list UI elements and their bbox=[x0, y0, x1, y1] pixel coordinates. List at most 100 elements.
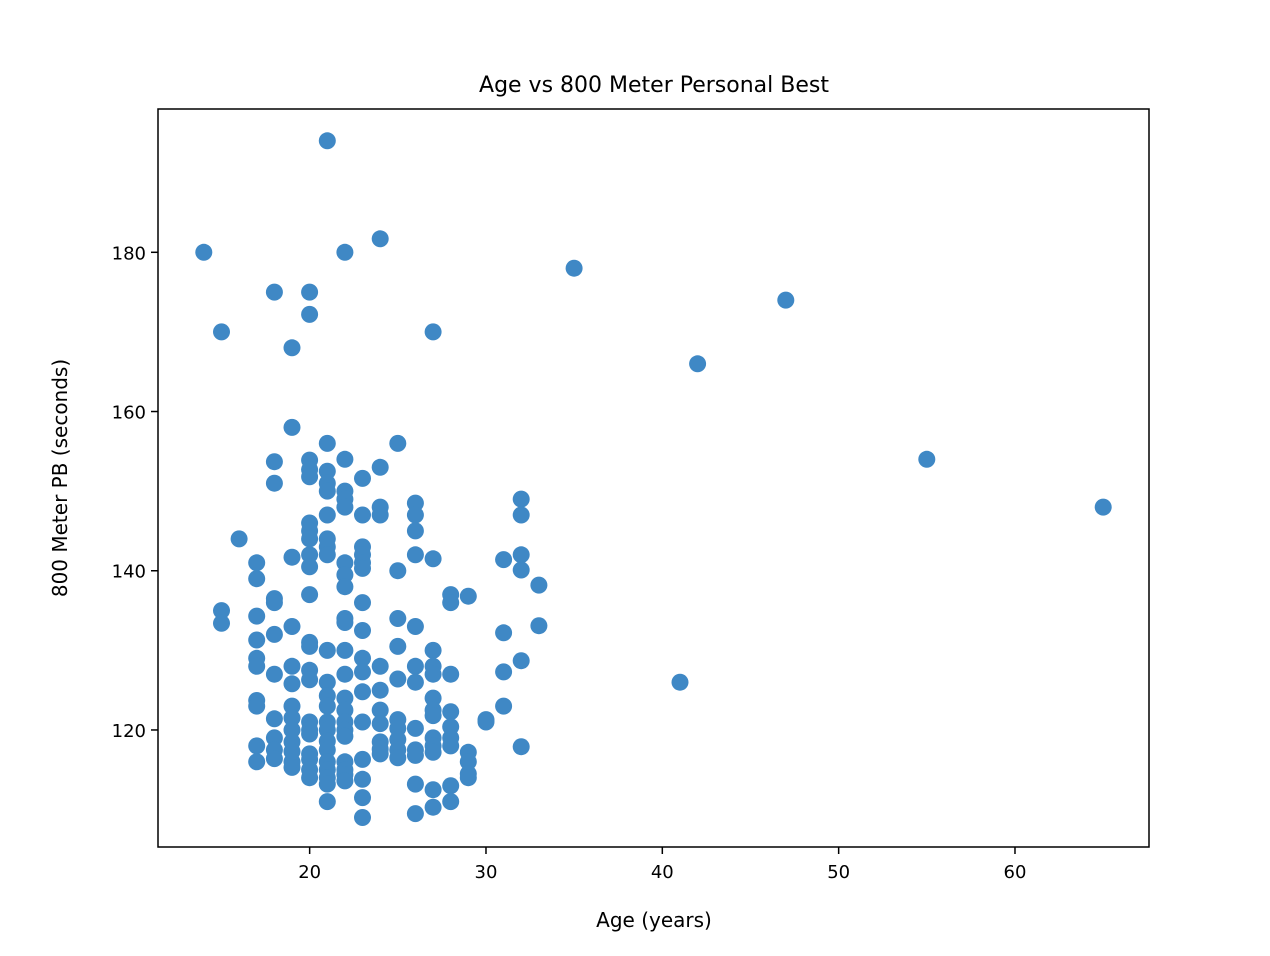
data-point bbox=[354, 469, 371, 487]
data-point bbox=[512, 738, 530, 756]
data-point bbox=[301, 546, 319, 564]
data-point bbox=[265, 665, 283, 683]
data-point bbox=[354, 809, 371, 826]
points-layer bbox=[195, 132, 1112, 826]
data-point bbox=[318, 793, 336, 811]
y-axis: 120 140 160 180 bbox=[112, 243, 158, 742]
chart-title: Age vs 800 Meter Personal Best bbox=[479, 73, 829, 98]
data-point bbox=[283, 721, 301, 739]
data-point bbox=[459, 753, 477, 771]
data-point bbox=[301, 769, 319, 787]
data-point bbox=[424, 550, 442, 568]
data-point bbox=[371, 715, 389, 733]
data-point bbox=[406, 775, 424, 793]
data-point bbox=[424, 781, 442, 799]
data-point bbox=[301, 468, 319, 486]
data-point bbox=[248, 607, 266, 625]
data-point bbox=[318, 697, 336, 715]
data-point bbox=[495, 551, 513, 569]
x-tick-label: 60 bbox=[1004, 862, 1027, 883]
data-point bbox=[512, 546, 530, 564]
data-point bbox=[354, 713, 371, 731]
plot-area-frame bbox=[157, 108, 1150, 848]
data-point bbox=[301, 586, 319, 604]
data-point bbox=[424, 641, 442, 659]
data-point bbox=[406, 522, 424, 540]
data-point bbox=[354, 663, 371, 681]
data-point bbox=[336, 665, 354, 683]
data-point bbox=[495, 697, 513, 715]
data-point bbox=[318, 482, 336, 500]
data-point bbox=[283, 339, 301, 357]
data-point bbox=[371, 458, 389, 476]
data-point bbox=[230, 530, 248, 548]
data-point bbox=[213, 614, 230, 632]
data-point bbox=[283, 618, 301, 635]
data-point bbox=[495, 624, 513, 642]
data-point bbox=[336, 243, 354, 261]
data-point bbox=[565, 259, 583, 277]
data-point bbox=[248, 657, 266, 675]
data-point bbox=[442, 737, 460, 755]
y-tick-label: 160 bbox=[112, 403, 146, 424]
data-point bbox=[336, 578, 354, 596]
data-point bbox=[195, 243, 213, 261]
data-point bbox=[213, 323, 230, 341]
data-point bbox=[424, 707, 442, 725]
data-point bbox=[318, 673, 336, 691]
x-tick-label: 20 bbox=[298, 862, 321, 883]
data-point bbox=[318, 462, 336, 480]
data-point bbox=[671, 673, 689, 691]
data-point bbox=[265, 594, 283, 612]
data-point bbox=[406, 657, 424, 675]
data-point bbox=[530, 617, 548, 635]
data-point bbox=[265, 625, 283, 643]
data-point bbox=[248, 737, 266, 755]
data-point bbox=[389, 637, 407, 655]
data-point bbox=[371, 701, 389, 719]
data-point bbox=[265, 750, 283, 768]
data-point bbox=[406, 805, 424, 823]
data-point bbox=[424, 665, 442, 683]
data-point bbox=[512, 652, 530, 670]
data-point bbox=[283, 709, 301, 727]
data-point bbox=[318, 434, 336, 452]
data-point bbox=[265, 453, 283, 471]
data-point bbox=[777, 291, 795, 309]
data-point bbox=[336, 772, 354, 790]
data-point bbox=[512, 490, 530, 508]
data-point bbox=[406, 506, 424, 524]
data-point bbox=[301, 530, 319, 548]
data-point bbox=[283, 657, 301, 675]
x-tick-label: 50 bbox=[827, 862, 850, 883]
data-point bbox=[689, 355, 707, 373]
data-point bbox=[336, 727, 354, 745]
data-point bbox=[301, 725, 319, 743]
data-point bbox=[354, 594, 371, 612]
data-point bbox=[318, 132, 336, 150]
data-point bbox=[354, 789, 371, 807]
data-point bbox=[406, 618, 424, 635]
data-point bbox=[301, 305, 319, 323]
x-tick-label: 30 bbox=[475, 862, 498, 883]
data-point bbox=[389, 434, 407, 452]
data-point bbox=[336, 554, 354, 572]
data-point bbox=[530, 576, 548, 594]
data-point bbox=[318, 506, 336, 524]
data-point bbox=[389, 670, 407, 688]
y-tick-label: 180 bbox=[112, 243, 146, 264]
data-point bbox=[354, 506, 371, 524]
data-point bbox=[406, 546, 424, 564]
data-point bbox=[406, 494, 424, 512]
data-point bbox=[318, 641, 336, 659]
data-point bbox=[248, 570, 266, 588]
data-point bbox=[336, 701, 354, 719]
data-point bbox=[301, 637, 319, 655]
data-point bbox=[354, 770, 371, 788]
data-point bbox=[248, 554, 266, 572]
data-point bbox=[354, 622, 371, 639]
data-point bbox=[354, 683, 371, 701]
data-point bbox=[354, 559, 371, 577]
data-point bbox=[371, 745, 389, 763]
